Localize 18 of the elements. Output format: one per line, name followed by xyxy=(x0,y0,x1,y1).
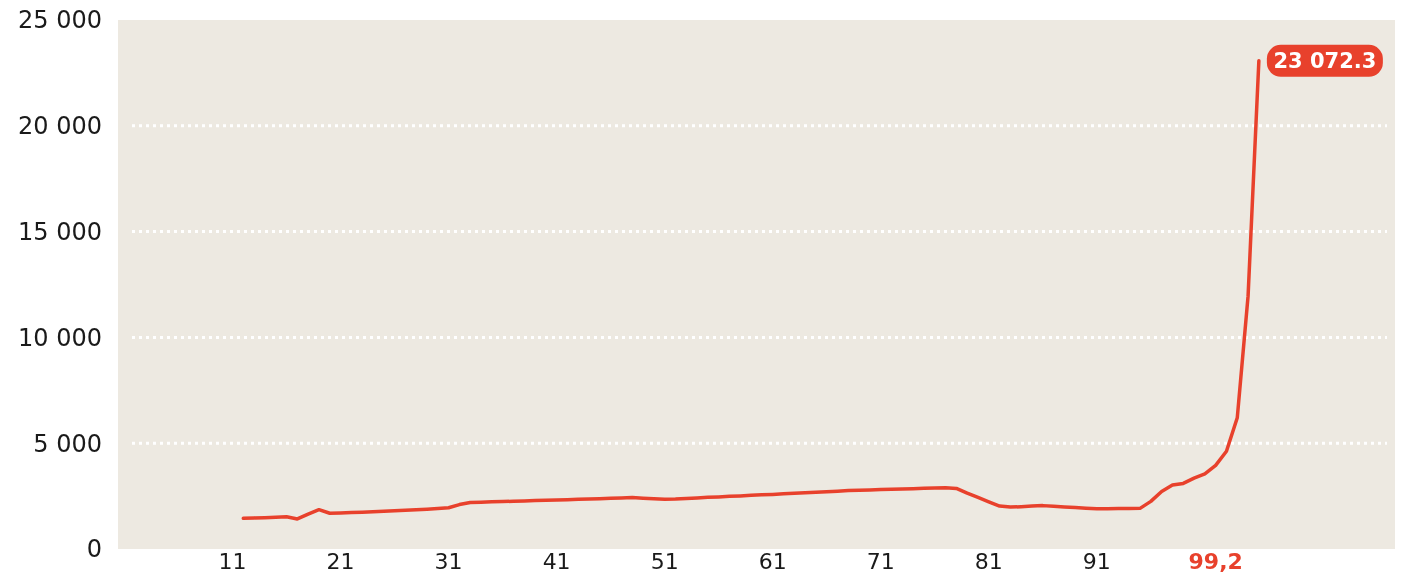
line-series xyxy=(241,59,1261,521)
x-tick-label: 71 xyxy=(866,549,895,573)
x-tick-label: 11 xyxy=(218,549,247,573)
x-tick-label: 99,2 xyxy=(1188,549,1243,573)
x-tick-label: 91 xyxy=(1082,549,1111,573)
y-tick-label: 25 000 xyxy=(18,6,102,35)
y-tick-label: 15 000 xyxy=(18,218,102,246)
text: 23 072.3 xyxy=(1273,49,1377,74)
y-tick-label: 10 000 xyxy=(18,323,102,352)
y-tick-label: 20 000 xyxy=(18,112,102,141)
x-tick-label: 51 xyxy=(650,549,679,573)
x-tick-label: 81 xyxy=(974,549,1003,573)
x-tick-label: 61 xyxy=(758,549,787,573)
y-tick-label: 0 xyxy=(86,535,102,564)
x-tick-label: 31 xyxy=(434,549,463,573)
x-tick-label: 41 xyxy=(542,549,571,573)
x-tick-label: 21 xyxy=(326,549,355,573)
y-tick-label: 5 000 xyxy=(33,429,102,458)
